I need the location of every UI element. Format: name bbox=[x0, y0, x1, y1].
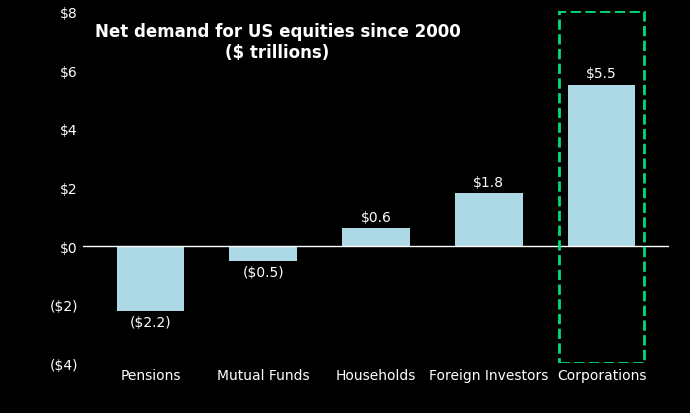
Text: ($0.5): ($0.5) bbox=[242, 266, 284, 280]
Text: ($2.2): ($2.2) bbox=[130, 315, 171, 329]
Text: $0.6: $0.6 bbox=[361, 211, 391, 225]
Bar bbox=[117, 247, 184, 311]
Bar bbox=[455, 194, 523, 247]
Text: $5.5: $5.5 bbox=[586, 67, 617, 81]
Text: $1.8: $1.8 bbox=[473, 176, 504, 190]
Bar bbox=[568, 85, 635, 247]
Text: Net demand for US equities since 2000
($ trillions): Net demand for US equities since 2000 ($… bbox=[95, 23, 460, 62]
Bar bbox=[342, 229, 410, 247]
Bar bbox=[229, 247, 297, 261]
Bar bbox=[559, 12, 644, 363]
